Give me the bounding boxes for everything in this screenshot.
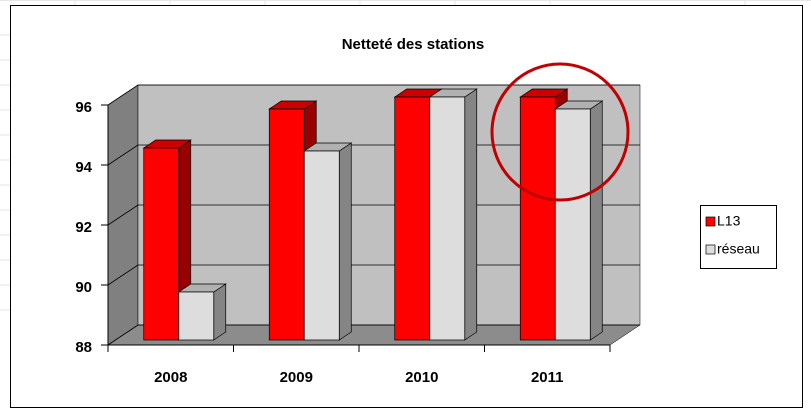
grid-line	[107, 204, 139, 226]
grid-line	[107, 264, 139, 286]
bar	[394, 96, 431, 341]
x-tick-label: 2011	[531, 369, 564, 386]
x-tick-label: 2010	[405, 369, 438, 386]
bar	[178, 291, 215, 341]
y-tick-label: 92	[75, 219, 92, 236]
plot-area: 88 90 92 94 96 2008 2009 2010 2011	[75, 84, 641, 386]
x-tick-label: 2009	[280, 369, 313, 386]
legend: L13 réseau	[705, 213, 760, 257]
highlight-circle	[490, 62, 630, 202]
y-tick-label: 94	[75, 159, 92, 176]
y-tick-label: 96	[75, 99, 92, 116]
sheet-grid	[0, 0, 811, 311]
bar	[303, 150, 340, 341]
bar-side	[213, 283, 227, 341]
chart-title: Netteté des stations	[342, 36, 485, 53]
bar-side	[589, 100, 603, 341]
bar	[429, 96, 466, 341]
bar	[268, 108, 305, 341]
grid-line	[107, 324, 139, 346]
bar	[554, 108, 591, 341]
x-tick-label: 2008	[154, 369, 187, 386]
bar-side	[338, 142, 352, 341]
grid-line	[107, 84, 139, 106]
grid-line	[107, 144, 139, 166]
legend-label: L13	[717, 213, 741, 229]
y-tick-label: 90	[75, 279, 92, 296]
bar	[519, 96, 556, 341]
legend-swatch	[705, 244, 716, 255]
bar	[143, 147, 180, 341]
bar-side	[464, 88, 478, 341]
legend-label: réseau	[717, 241, 760, 257]
legend-swatch	[705, 216, 716, 227]
legend-box	[700, 205, 777, 269]
y-tick-label: 88	[75, 339, 92, 356]
